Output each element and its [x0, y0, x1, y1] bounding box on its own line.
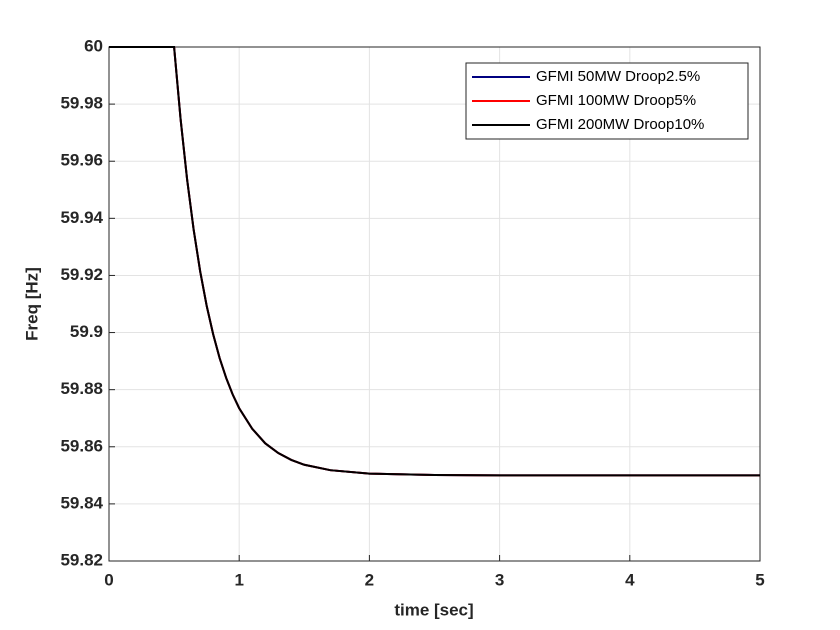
plot-frame [108, 46, 761, 562]
legend-label: GFMI 50MW Droop2.5% [536, 68, 700, 85]
y-tick-label: 59.88 [60, 379, 103, 398]
y-tick-label: 59.9 [70, 322, 103, 341]
y-tick-label: 60 [84, 36, 103, 55]
y-tick-label: 59.84 [60, 493, 103, 512]
x-axis-label: time [sec] [394, 600, 473, 619]
y-tick-label: 59.94 [60, 208, 103, 227]
legend-label: GFMI 200MW Droop10% [536, 116, 704, 133]
series-line [109, 46, 760, 477]
y-tick-label: 59.96 [60, 151, 103, 170]
y-tick-label: 59.86 [60, 436, 103, 455]
y-tick-label: 59.92 [60, 265, 103, 284]
x-tick-label: 0 [104, 570, 113, 589]
x-tick-label: 1 [234, 570, 243, 589]
y-tick-label: 59.82 [60, 550, 103, 569]
x-tick-label: 2 [365, 570, 374, 589]
y-tick-label: 59.98 [60, 94, 103, 113]
x-tick-label: 5 [755, 570, 764, 589]
x-tick-label: 3 [495, 570, 504, 589]
y-axis-label: Freq [Hz] [22, 267, 41, 341]
x-tick-label: 4 [625, 570, 635, 589]
legend-label: GFMI 100MW Droop5% [536, 92, 696, 109]
